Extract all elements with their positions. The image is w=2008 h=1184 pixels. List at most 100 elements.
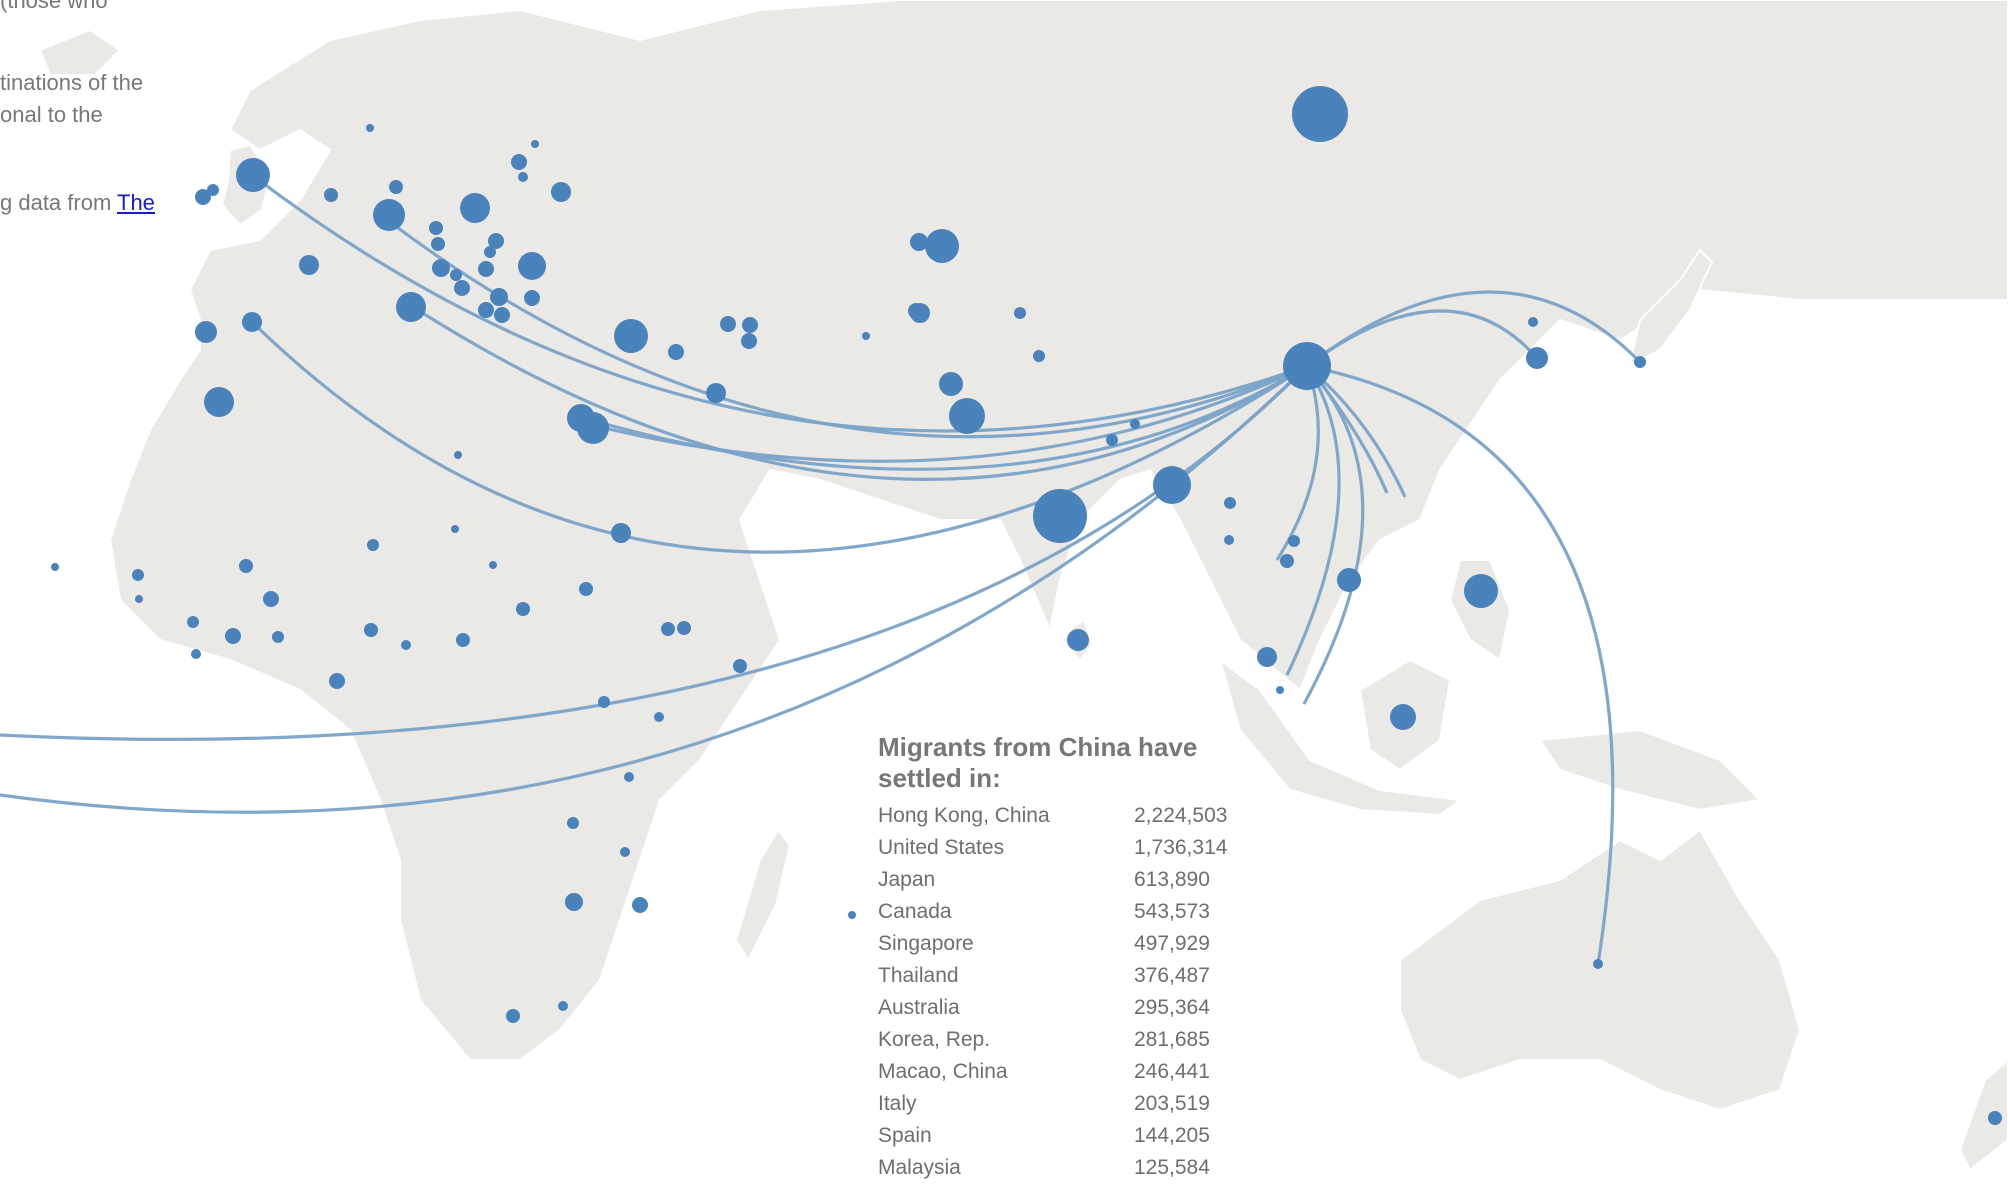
destination-bubble[interactable]: [579, 582, 593, 596]
destination-bubble[interactable]: [1593, 959, 1603, 969]
destination-bubble[interactable]: [949, 398, 985, 434]
destination-bubble[interactable]: [1528, 317, 1538, 327]
destination-bubble[interactable]: [1257, 647, 1277, 667]
destination-bubble[interactable]: [551, 182, 571, 202]
destination-bubble[interactable]: [742, 317, 758, 333]
destination-bubble[interactable]: [910, 233, 928, 251]
destination-bubble[interactable]: [565, 893, 583, 911]
destination-bubble[interactable]: [908, 303, 924, 319]
destination-bubble[interactable]: [558, 1001, 568, 1011]
destination-bubble[interactable]: [366, 124, 374, 132]
destination-bubble[interactable]: [1280, 554, 1294, 568]
destination-bubble[interactable]: [263, 591, 279, 607]
destination-bubble[interactable]: [324, 188, 338, 202]
destination-bubble[interactable]: [1153, 466, 1191, 504]
destination-bubble[interactable]: [1634, 356, 1646, 368]
destination-bubble[interactable]: [720, 316, 736, 332]
destination-bubble[interactable]: [611, 523, 631, 543]
destination-bubble[interactable]: [225, 628, 241, 644]
destination-bubble[interactable]: [661, 622, 675, 636]
destination-bubble[interactable]: [187, 616, 199, 628]
destination-bubble[interactable]: [518, 252, 546, 280]
destination-bubble[interactable]: [51, 563, 59, 571]
destination-bubble[interactable]: [614, 319, 648, 353]
destination-bubble[interactable]: [132, 569, 144, 581]
destination-bubble[interactable]: [1224, 535, 1234, 545]
destination-bubble[interactable]: [1390, 704, 1416, 730]
destination-bubble[interactable]: [489, 561, 497, 569]
destination-bubble[interactable]: [1341, 571, 1357, 587]
destination-bubble[interactable]: [1464, 574, 1498, 608]
destination-bubble[interactable]: [531, 140, 539, 148]
destination-bubble[interactable]: [741, 333, 757, 349]
destination-bubble[interactable]: [135, 595, 143, 603]
destination-bubble[interactable]: [204, 387, 234, 417]
destination-bubble[interactable]: [460, 193, 490, 223]
destination-bubble[interactable]: [450, 269, 462, 281]
destination-bubble[interactable]: [401, 640, 411, 650]
destination-bubble[interactable]: [207, 184, 219, 196]
destination-bubble[interactable]: [1033, 350, 1045, 362]
destination-bubble[interactable]: [624, 772, 634, 782]
destination-bubble[interactable]: [451, 525, 459, 533]
destination-bubble[interactable]: [677, 621, 691, 635]
destination-bubble[interactable]: [1276, 686, 1284, 694]
destination-bubble[interactable]: [299, 255, 319, 275]
destination-bubble[interactable]: [478, 261, 494, 277]
destination-bubble[interactable]: [239, 559, 253, 573]
destination-bubble[interactable]: [1283, 342, 1331, 390]
destination-bubble[interactable]: [1224, 497, 1236, 509]
destination-bubble[interactable]: [195, 321, 217, 343]
destination-bubble[interactable]: [1988, 1111, 2002, 1125]
destination-bubble[interactable]: [668, 344, 684, 360]
destination-bubble[interactable]: [1288, 535, 1300, 547]
destination-bubble[interactable]: [488, 233, 504, 249]
destination-bubble[interactable]: [1130, 419, 1140, 429]
destination-bubble[interactable]: [242, 312, 262, 332]
source-link[interactable]: The: [117, 190, 155, 215]
destination-bubble[interactable]: [367, 539, 379, 551]
destination-bubble[interactable]: [1033, 489, 1087, 543]
destination-bubble[interactable]: [431, 237, 445, 251]
destination-bubble[interactable]: [1067, 629, 1089, 651]
destination-bubble[interactable]: [567, 404, 595, 432]
destination-bubble[interactable]: [598, 696, 610, 708]
destination-bubble[interactable]: [939, 372, 963, 396]
destination-bubble[interactable]: [272, 631, 284, 643]
destination-bubble[interactable]: [389, 180, 403, 194]
destination-bubble[interactable]: [1292, 86, 1348, 142]
destination-bubble[interactable]: [373, 199, 405, 231]
destination-bubble[interactable]: [456, 633, 470, 647]
destination-bubble[interactable]: [484, 246, 496, 258]
destination-bubble[interactable]: [432, 259, 450, 277]
destination-bubble[interactable]: [632, 897, 648, 913]
destination-bubble[interactable]: [1106, 434, 1118, 446]
destination-bubble[interactable]: [516, 602, 530, 616]
destination-bubble[interactable]: [519, 172, 527, 180]
destination-bubble[interactable]: [925, 229, 959, 263]
destination-bubble[interactable]: [364, 623, 378, 637]
destination-bubble[interactable]: [524, 290, 540, 306]
destination-bubble[interactable]: [236, 158, 270, 192]
destination-bubble[interactable]: [620, 847, 630, 857]
destination-bubble[interactable]: [654, 712, 664, 722]
destination-bubble[interactable]: [506, 1009, 520, 1023]
destination-bubble[interactable]: [1014, 307, 1026, 319]
destination-bubble[interactable]: [454, 280, 470, 296]
destination-bubble[interactable]: [195, 189, 211, 205]
destination-bubble[interactable]: [1526, 347, 1548, 369]
destination-bubble[interactable]: [862, 332, 870, 340]
destination-bubble[interactable]: [567, 817, 579, 829]
destination-bubble[interactable]: [191, 649, 201, 659]
destination-bubble[interactable]: [454, 451, 462, 459]
destination-bubble[interactable]: [329, 673, 345, 689]
destination-bubble[interactable]: [848, 911, 856, 919]
destination-bubble[interactable]: [478, 302, 494, 318]
destination-bubble[interactable]: [429, 221, 443, 235]
destination-bubble[interactable]: [396, 292, 426, 322]
destination-bubble[interactable]: [511, 154, 527, 170]
destination-bubble[interactable]: [706, 383, 726, 403]
destination-bubble[interactable]: [490, 288, 508, 306]
destination-bubble[interactable]: [494, 307, 510, 323]
